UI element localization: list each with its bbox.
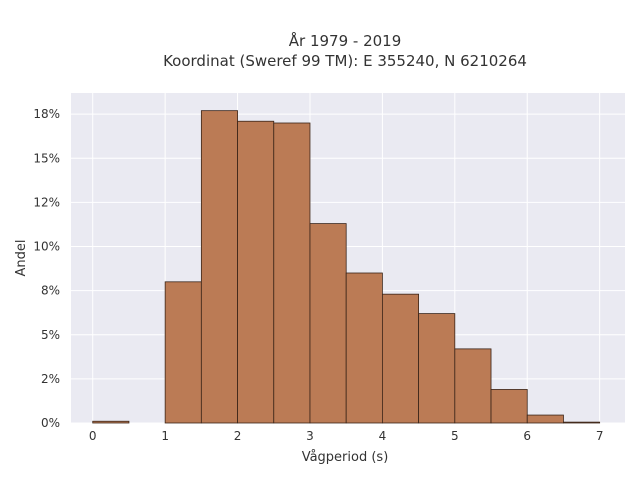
histogram-bar <box>381 293 420 424</box>
x-tick-label: 6 <box>523 429 531 443</box>
x-tick-label: 5 <box>451 429 459 443</box>
chart-title-line-2: Koordinat (Sweref 99 TM): E 355240, N 62… <box>163 52 527 70</box>
y-tick-label: 2% <box>41 372 60 386</box>
histogram-bar <box>237 120 275 424</box>
y-tick-label: 12% <box>33 195 60 209</box>
x-axis-title: Vågperiod (s) <box>302 450 389 465</box>
histogram-bar <box>309 223 347 424</box>
y-tick-label: 18% <box>33 107 60 121</box>
x-tick-label: 1 <box>161 429 169 443</box>
y-tick-label: 0% <box>41 416 60 430</box>
histogram-bar <box>418 313 456 424</box>
y-axis-ticks: 0% 2% 5% 8% 10% 12% 15% 18% <box>33 107 60 430</box>
histogram-bar <box>490 389 528 424</box>
y-tick-label: 8% <box>41 284 60 298</box>
y-tick-label: 15% <box>33 151 60 165</box>
histogram-bar <box>454 348 492 424</box>
x-tick-label: 7 <box>596 429 604 443</box>
y-tick-label: 5% <box>41 328 60 342</box>
histogram-bar <box>92 420 130 424</box>
bars <box>92 110 601 424</box>
x-tick-label: 3 <box>306 429 314 443</box>
y-axis-title: Andel <box>14 240 29 277</box>
histogram-bar <box>273 122 311 424</box>
x-tick-label: 4 <box>379 429 387 443</box>
chart-title-line-1: År 1979 - 2019 <box>289 31 402 50</box>
x-tick-label: 0 <box>89 429 97 443</box>
x-axis-ticks: 0 1 2 3 4 5 6 7 <box>89 429 604 443</box>
histogram-bar <box>563 421 601 424</box>
histogram-bar <box>164 281 202 424</box>
histogram-bar <box>526 414 564 424</box>
x-tick-label: 2 <box>234 429 242 443</box>
y-tick-label: 10% <box>33 240 60 254</box>
histogram-bar <box>200 110 238 424</box>
histogram-bar <box>345 272 383 424</box>
